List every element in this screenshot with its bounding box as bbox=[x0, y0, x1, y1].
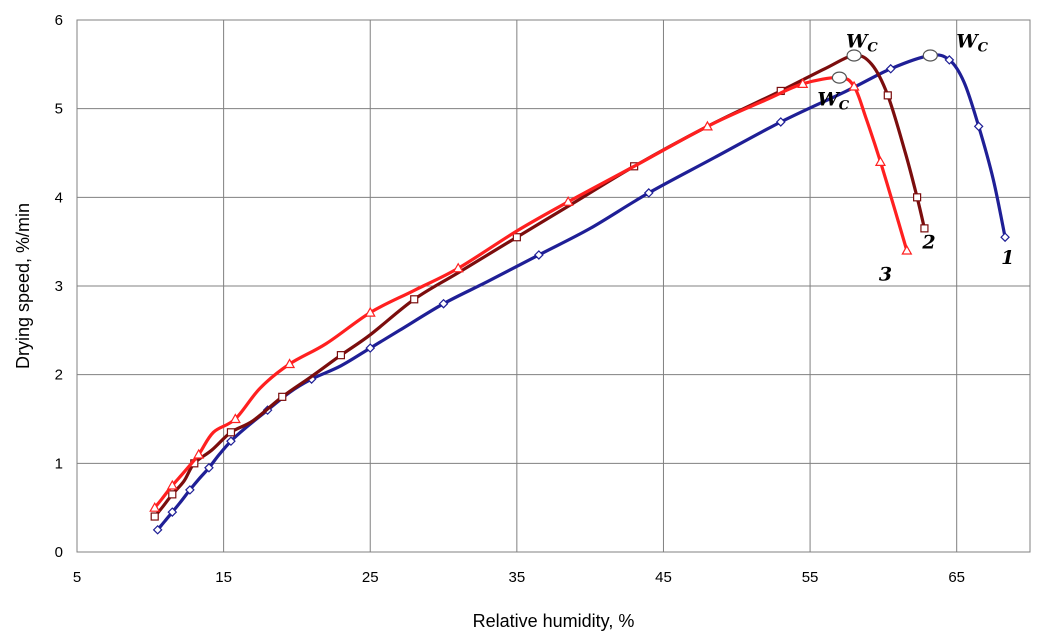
x-tick-label: 15 bbox=[215, 569, 232, 586]
series-3 bbox=[149, 75, 913, 512]
data-point bbox=[365, 343, 376, 353]
series bbox=[149, 51, 1010, 535]
critical-moisture-label: WC bbox=[956, 30, 988, 55]
data-point bbox=[701, 120, 713, 131]
y-tick-label: 1 bbox=[55, 455, 63, 472]
x-axis-title: Relative humidity, % bbox=[473, 611, 635, 631]
x-tick-label: 45 bbox=[655, 569, 672, 586]
x-tick-label: 35 bbox=[509, 569, 526, 586]
x-tick-label: 25 bbox=[362, 569, 379, 586]
series-line bbox=[153, 75, 909, 510]
data-point bbox=[797, 78, 809, 88]
data-point bbox=[973, 121, 984, 132]
grid bbox=[76, 19, 1030, 553]
data-point bbox=[229, 413, 241, 424]
x-tick-label: 5 bbox=[73, 569, 81, 586]
critical-moisture-sub: C bbox=[839, 99, 850, 114]
critical-point-marker bbox=[846, 49, 862, 62]
critical-point-marker bbox=[922, 49, 938, 62]
critical-point-marker bbox=[831, 71, 848, 84]
y-tick-label: 5 bbox=[55, 101, 63, 118]
y-tick-label: 0 bbox=[55, 544, 63, 561]
plot-frame bbox=[76, 19, 1031, 553]
data-point bbox=[883, 91, 892, 100]
data-point bbox=[152, 524, 163, 535]
data-point bbox=[166, 479, 178, 490]
data-point bbox=[410, 295, 419, 304]
data-point bbox=[168, 490, 177, 499]
x-tick-label: 55 bbox=[802, 569, 819, 586]
data-point bbox=[913, 193, 922, 202]
curve-number-label: 3 bbox=[879, 264, 892, 286]
curve-number-label: 2 bbox=[921, 231, 935, 253]
data-point bbox=[643, 188, 654, 198]
data-point bbox=[562, 196, 574, 206]
data-point bbox=[204, 462, 214, 473]
data-point bbox=[533, 250, 544, 260]
data-point bbox=[284, 358, 296, 369]
critical-moisture-label: WC bbox=[817, 89, 849, 114]
data-point bbox=[438, 298, 449, 309]
data-point bbox=[944, 55, 955, 65]
curve-number-label: 1 bbox=[1001, 247, 1014, 269]
y-tick-label: 2 bbox=[55, 367, 63, 384]
data-point bbox=[336, 351, 346, 360]
critical-moisture-label: WC bbox=[846, 30, 878, 55]
critical-moisture-sub: C bbox=[867, 40, 878, 55]
series-2 bbox=[150, 51, 929, 521]
critical-moisture-main: W bbox=[956, 30, 979, 52]
data-point bbox=[874, 156, 886, 166]
series-1 bbox=[152, 53, 1010, 535]
data-point bbox=[452, 262, 464, 273]
data-point bbox=[512, 233, 521, 242]
data-point bbox=[185, 485, 195, 495]
data-point bbox=[1000, 232, 1010, 243]
data-point bbox=[193, 448, 205, 459]
y-tick-label: 6 bbox=[55, 12, 63, 29]
data-point bbox=[901, 244, 913, 255]
data-point bbox=[226, 436, 236, 447]
data-point bbox=[226, 428, 236, 437]
data-point bbox=[150, 512, 159, 521]
data-point bbox=[278, 392, 287, 401]
data-point bbox=[920, 224, 929, 233]
data-point bbox=[167, 507, 178, 517]
data-point bbox=[775, 117, 786, 127]
y-tick-label: 4 bbox=[55, 189, 63, 206]
critical-moisture-main: W bbox=[817, 89, 840, 111]
data-point bbox=[364, 306, 376, 317]
y-axis-title: Drying speed, %/min bbox=[13, 203, 33, 369]
data-point bbox=[149, 501, 161, 512]
critical-moisture-sub: C bbox=[978, 40, 989, 55]
data-point bbox=[848, 80, 860, 91]
critical-moisture-main: W bbox=[846, 30, 869, 52]
x-tick-label: 65 bbox=[948, 569, 965, 586]
series-line bbox=[156, 53, 1007, 532]
data-point bbox=[885, 63, 896, 74]
y-tick-label: 3 bbox=[55, 278, 63, 295]
